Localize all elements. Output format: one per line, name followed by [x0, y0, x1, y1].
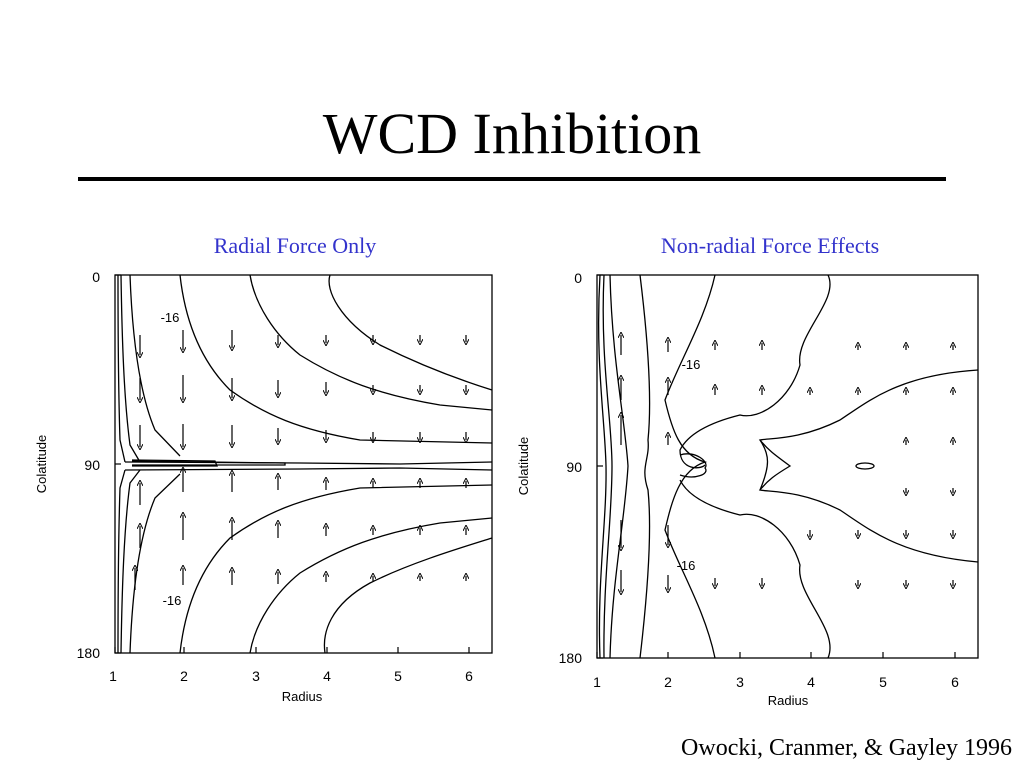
left-xtick-3: 3 — [252, 668, 260, 684]
citation: Owocki, Cranmer, & Gayley 1996 — [681, 735, 1012, 761]
left-xtick-4: 4 — [323, 668, 331, 684]
left-plot: 1 2 3 4 5 6 0 90 180 Radius Colatitude -… — [34, 269, 493, 704]
right-xtick-4: 4 — [807, 674, 815, 690]
right-xtick-6: 6 — [951, 674, 959, 690]
right-ytick-90: 90 — [566, 459, 582, 475]
right-xtick-5: 5 — [879, 674, 887, 690]
left-contours — [117, 274, 493, 654]
right-panel-title: Non-radial Force Effects — [660, 233, 880, 258]
right-flow-arrows — [621, 335, 953, 592]
left-xtick-1: 1 — [109, 668, 117, 684]
right-contours — [597, 274, 979, 659]
left-xtick-6: 6 — [465, 668, 473, 684]
left-contour-label-lower: -16 — [163, 593, 182, 608]
left-ytick-0: 0 — [92, 269, 100, 285]
left-xtick-2: 2 — [180, 668, 188, 684]
left-panel-title: Radial Force Only — [213, 233, 377, 258]
right-plot: 1 2 3 4 5 6 0 90 180 Radius Colatitude -… — [516, 270, 979, 708]
right-ylabel: Colatitude — [516, 437, 531, 496]
right-contour-label-upper: -16 — [682, 357, 701, 372]
left-ytick-90: 90 — [84, 457, 100, 473]
right-ytick-0: 0 — [574, 270, 582, 286]
left-xtick-5: 5 — [394, 668, 402, 684]
right-axis-ticks — [596, 274, 956, 659]
left-axis-ticks — [114, 274, 470, 654]
left-xlabel: Radius — [282, 689, 323, 704]
right-ytick-180: 180 — [559, 650, 583, 666]
left-ylabel: Colatitude — [34, 435, 49, 494]
left-ytick-180: 180 — [77, 645, 101, 661]
right-xtick-1: 1 — [593, 674, 601, 690]
right-xlabel: Radius — [768, 693, 809, 708]
slide-title: WCD Inhibition — [322, 101, 702, 166]
left-flow-arrows — [135, 330, 466, 590]
left-contour-label-upper: -16 — [161, 310, 180, 325]
right-xtick-2: 2 — [664, 674, 672, 690]
right-xtick-3: 3 — [736, 674, 744, 690]
right-contour-label-lower: -16 — [677, 558, 696, 573]
title-underline — [78, 177, 946, 181]
right-plot-frame — [596, 274, 979, 659]
